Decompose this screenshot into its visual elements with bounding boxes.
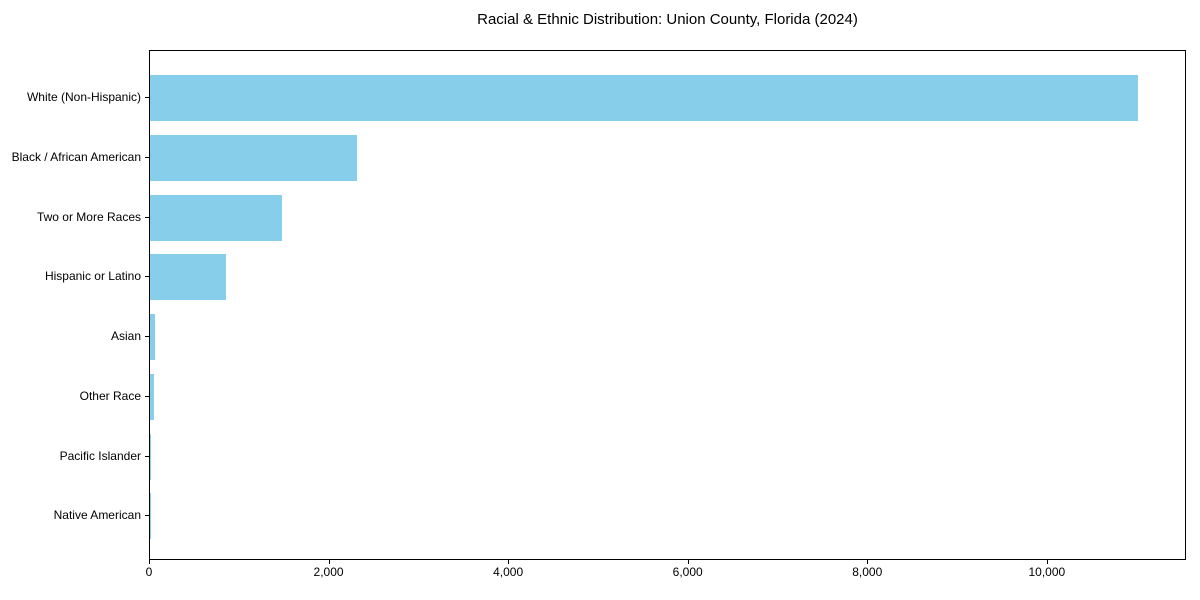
bar-black-african-american	[150, 134, 357, 181]
x-tick-label: 2,000	[313, 565, 344, 579]
x-tick-label: 6,000	[672, 565, 703, 579]
x-tick-label: 8,000	[852, 565, 883, 579]
bar-two-or-more-races	[150, 194, 282, 241]
x-tick-label: 4,000	[493, 565, 524, 579]
y-tick-label-white-non-hispanic: White (Non-Hispanic)	[26, 90, 141, 104]
y-tick-mark	[145, 455, 149, 457]
y-tick-label-other-race: Other Race	[79, 388, 141, 403]
bar-white-non-hispanic	[150, 75, 1138, 121]
x-tick-mark	[508, 560, 510, 564]
x-tick-mark	[687, 560, 689, 564]
x-tick-mark	[149, 560, 150, 564]
y-tick-label-asian: Asian	[110, 329, 141, 343]
x-tick-label: 10,000	[1028, 565, 1066, 579]
y-tick-mark	[145, 515, 149, 517]
y-tick-mark	[145, 395, 149, 397]
plot-area	[149, 50, 1186, 560]
y-tick-mark	[145, 156, 149, 158]
y-tick-mark	[145, 97, 149, 98]
y-tick-mark	[145, 216, 149, 218]
x-tick-mark	[1046, 560, 1048, 564]
bar-pacific-islander	[150, 433, 152, 480]
y-tick-label-two-or-more-races: Two or More Races	[36, 209, 141, 224]
y-tick-label-pacific-islander: Pacific Islander	[59, 448, 141, 463]
x-tick-mark	[328, 560, 330, 564]
y-tick-mark	[145, 336, 149, 337]
x-tick-label: 0	[145, 565, 153, 579]
y-tick-label-native-american: Native American	[53, 508, 141, 523]
bar-hispanic-or-latino	[150, 254, 227, 301]
x-tick-mark	[867, 560, 869, 564]
bar-asian	[150, 314, 155, 360]
y-tick-label-hispanic-or-latino: Hispanic or Latino	[44, 269, 141, 284]
bar-other-race	[150, 373, 154, 420]
y-tick-label-black-african-american: Black / African American	[11, 149, 141, 164]
y-tick-mark	[145, 276, 149, 278]
chart-title: Racial & Ethnic Distribution: Union Coun…	[477, 11, 858, 28]
